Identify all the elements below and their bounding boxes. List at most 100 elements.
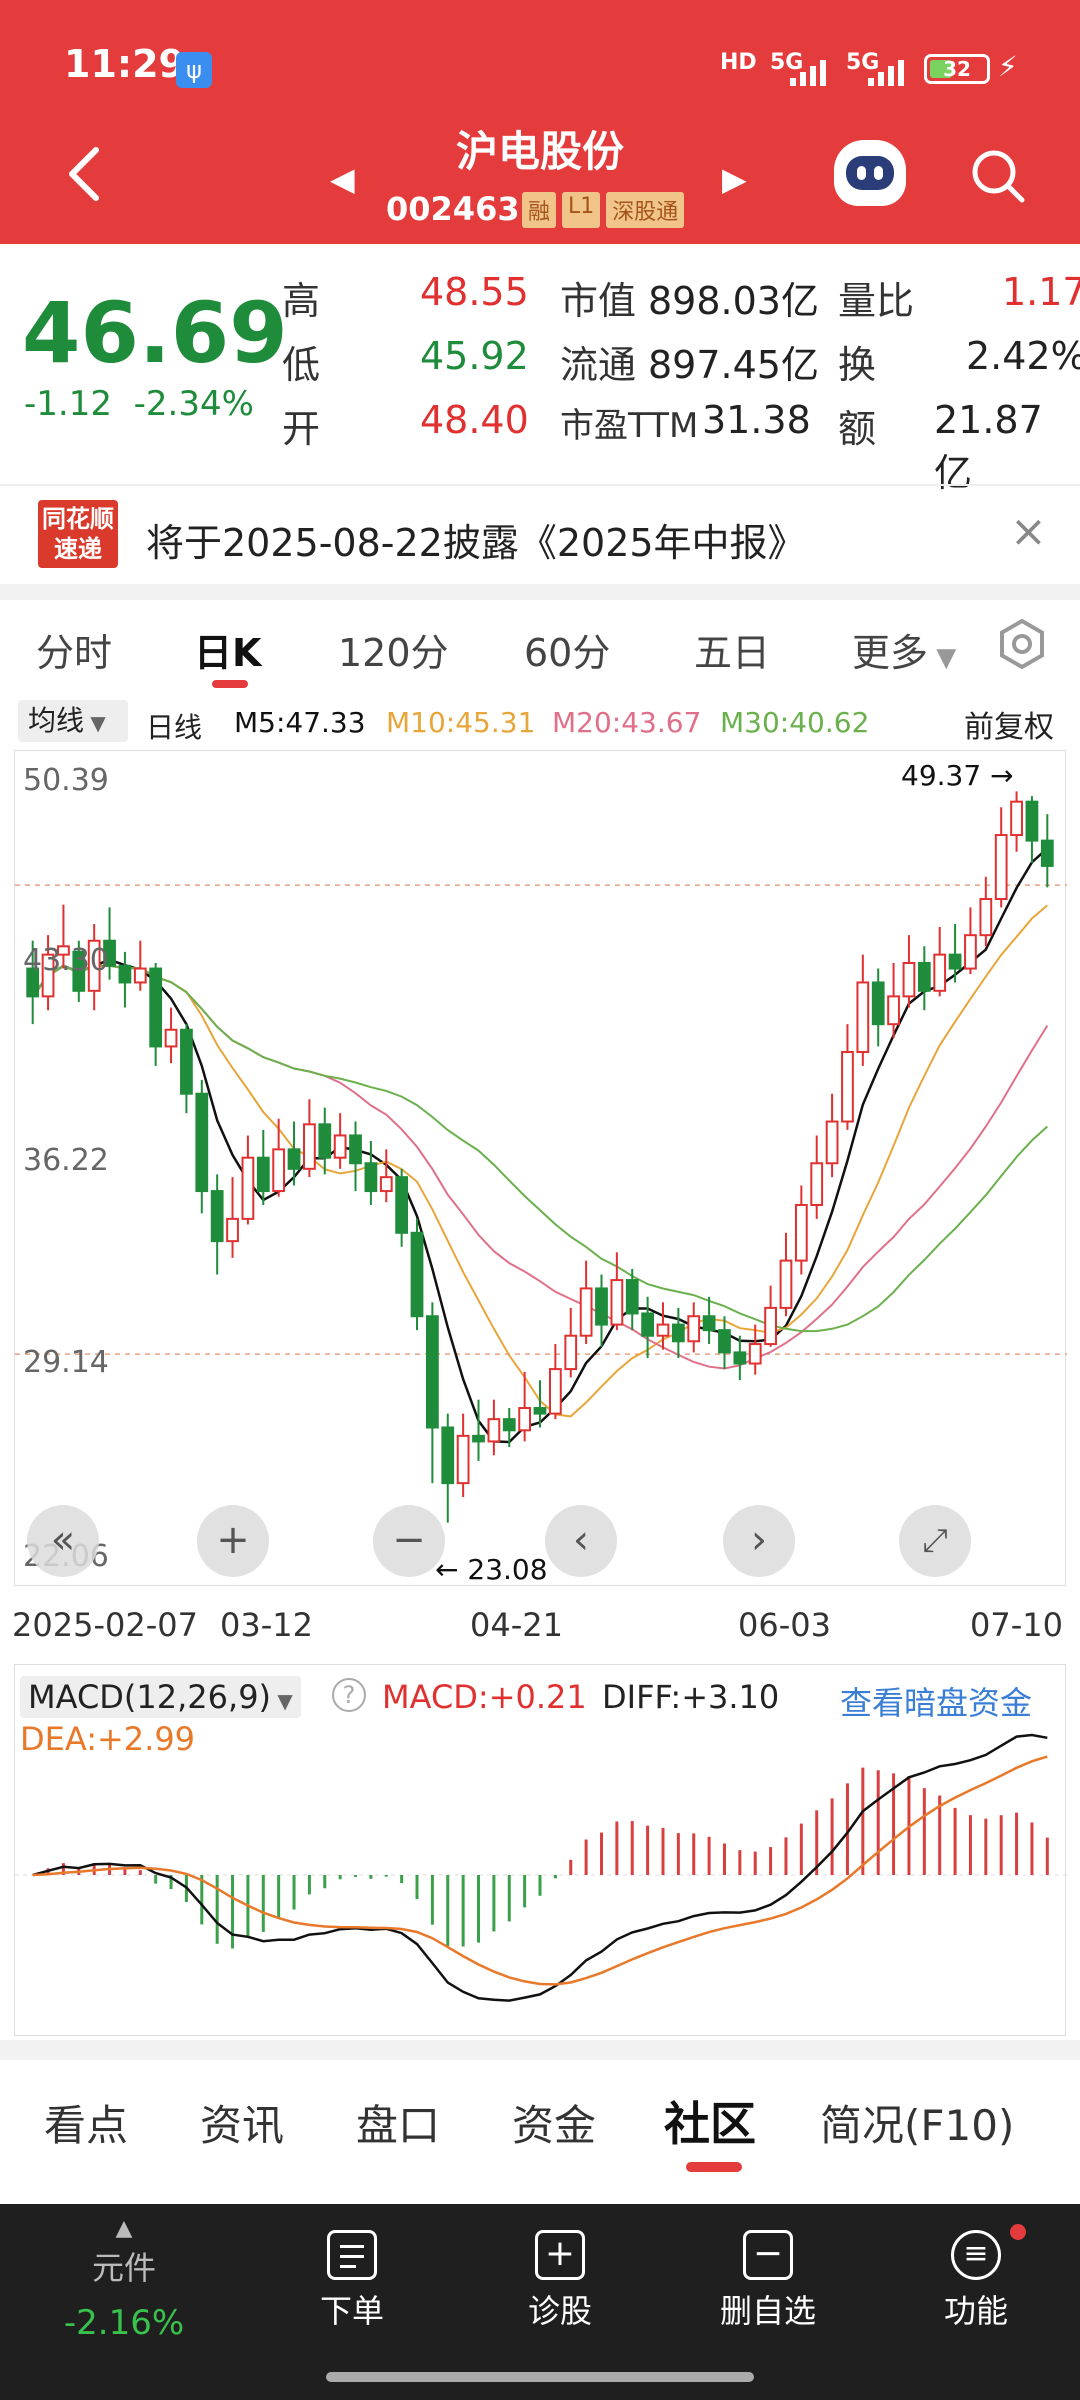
prev-stock-arrow[interactable]: ◀	[330, 160, 355, 198]
candle	[87, 924, 101, 1011]
fullscreen-button[interactable]: ⤢	[899, 1505, 971, 1577]
macd-value: MACD:+0.21	[382, 1678, 587, 1716]
pe-label: 市盈TTM	[560, 406, 699, 446]
y-label-3: 36.22	[23, 1143, 109, 1178]
charging-icon: ⚡	[998, 50, 1018, 83]
high-label: 高	[282, 279, 321, 323]
candlestick-chart[interactable]: 50.39 43.30 36.22 29.14 22.06 49.37 → ← …	[14, 750, 1067, 1586]
macd-selector[interactable]: MACD(12,26,9) ▼	[20, 1676, 301, 1718]
chart-settings-icon[interactable]	[996, 618, 1048, 670]
candle	[825, 1093, 839, 1178]
price-change: -1.12 -2.34%	[24, 384, 254, 424]
candle	[564, 1307, 578, 1378]
remove-watchlist-button[interactable]: − 删自选	[668, 2204, 868, 2400]
zoom-out-button[interactable]: −	[373, 1505, 445, 1577]
candle	[794, 1185, 808, 1275]
assistant-robot-icon[interactable]	[834, 140, 906, 206]
x-label-2: 03-12	[220, 1606, 313, 1644]
x-label-1: 2025-02-07	[12, 1606, 198, 1644]
candle	[548, 1344, 562, 1420]
candle	[856, 954, 870, 1066]
m30-value: M30:40.62	[720, 706, 870, 739]
dark-pool-funds-link[interactable]: 查看暗盘资金	[840, 1684, 1033, 1722]
candle	[210, 1174, 224, 1275]
adjust-mode[interactable]: 前复权	[964, 710, 1054, 745]
candle	[764, 1285, 777, 1347]
tab-five-day[interactable]: 五日	[694, 631, 771, 675]
active-bottom-tab-indicator	[686, 2162, 742, 2172]
earnings-notice-banner[interactable]: 同花顺 速递 将于2025-08-22披露《2025年中报》 ×	[0, 484, 1080, 584]
low-label: 低	[282, 343, 321, 387]
low-marker: ← 23.08	[435, 1553, 548, 1586]
candle	[933, 926, 947, 997]
tag-level1: L1	[562, 192, 601, 228]
m10-line	[31, 904, 1048, 1418]
functions-button[interactable]: ≡ 功能	[876, 2204, 1076, 2400]
tab-intraday[interactable]: 分时	[36, 631, 113, 675]
volume-ratio-value: 1.17	[1002, 270, 1080, 314]
x-label-3: 04-21	[470, 1606, 563, 1644]
tab-120min[interactable]: 120分	[338, 631, 449, 675]
candle	[779, 1232, 793, 1317]
candle	[149, 962, 163, 1066]
candle	[871, 968, 885, 1047]
candle	[595, 1274, 608, 1347]
high-marker: 49.37 →	[901, 759, 1014, 792]
battery-icon: 32	[924, 54, 990, 84]
candle	[226, 1177, 239, 1258]
hd-signal-icon: HD	[720, 50, 757, 75]
ths-express-logo: 同花顺 速递	[38, 500, 118, 568]
search-icon[interactable]	[968, 146, 1026, 204]
candle	[810, 1135, 824, 1219]
diff-value: DIFF:+3.10	[602, 1678, 780, 1716]
zoom-in-button[interactable]: +	[197, 1505, 269, 1577]
tab-highlights[interactable]: 看点	[44, 2101, 129, 2150]
candle	[579, 1260, 593, 1345]
candle	[256, 1129, 270, 1205]
order-button[interactable]: 下单	[252, 2204, 452, 2400]
tab-profile-f10[interactable]: 简况(F10)	[820, 2101, 1015, 2150]
help-icon[interactable]: ?	[332, 1678, 366, 1712]
remove-icon: −	[743, 2230, 793, 2280]
m5-line	[31, 847, 1049, 1444]
scroll-left-button[interactable]: ‹	[545, 1505, 617, 1577]
y-label-2: 43.30	[23, 943, 109, 978]
candle	[841, 1024, 854, 1130]
candle	[718, 1316, 731, 1370]
m10-value: M10:45.31	[386, 706, 536, 739]
candle	[164, 1007, 178, 1064]
candle	[917, 946, 931, 1011]
candle	[395, 1168, 409, 1247]
amount-value: 21.87亿	[934, 398, 1043, 495]
candle	[118, 951, 132, 1008]
tab-funds[interactable]: 资金	[512, 2101, 597, 2150]
close-icon[interactable]: ×	[1010, 506, 1047, 557]
diagnose-icon: +	[535, 2230, 585, 2280]
active-tab-indicator	[212, 680, 248, 688]
tab-community[interactable]: 社区	[664, 2097, 756, 2151]
signal-bars-icon-2	[868, 60, 904, 86]
scroll-right-button[interactable]: ›	[723, 1505, 795, 1577]
status-time: 11:29	[64, 42, 185, 86]
chart-period-tabs: 分时 日K 120分 60分 五日 更多 ▼	[0, 600, 1080, 690]
macd-chart[interactable]	[14, 1664, 1067, 2036]
sector-component-item[interactable]: ▲ 元件 -2.16%	[24, 2204, 224, 2400]
candle	[72, 940, 86, 1002]
tab-60min[interactable]: 60分	[524, 631, 611, 675]
pe-value: 31.38	[702, 398, 811, 442]
next-stock-arrow[interactable]: ▶	[722, 160, 747, 198]
diagnose-button[interactable]: + 诊股	[460, 2204, 660, 2400]
tab-more[interactable]: 更多 ▼	[852, 631, 957, 675]
y-label-4: 29.14	[23, 1345, 109, 1380]
bottom-nav: ▲ 元件 -2.16% 下单 + 诊股 − 删自选 ≡ 功能	[0, 2204, 1080, 2400]
ma-selector[interactable]: 均线 ▼	[18, 700, 128, 742]
tab-daily-k[interactable]: 日K	[194, 631, 262, 675]
back-button[interactable]	[60, 144, 108, 204]
scroll-left-fast-button[interactable]: «	[27, 1505, 99, 1577]
tab-news[interactable]: 资讯	[200, 2101, 285, 2150]
candle	[964, 907, 977, 975]
tab-orderbook[interactable]: 盘口	[356, 2101, 441, 2150]
dea-line	[32, 1755, 1048, 1986]
candle	[671, 1307, 685, 1358]
turnover-value: 2.42%	[966, 334, 1080, 378]
